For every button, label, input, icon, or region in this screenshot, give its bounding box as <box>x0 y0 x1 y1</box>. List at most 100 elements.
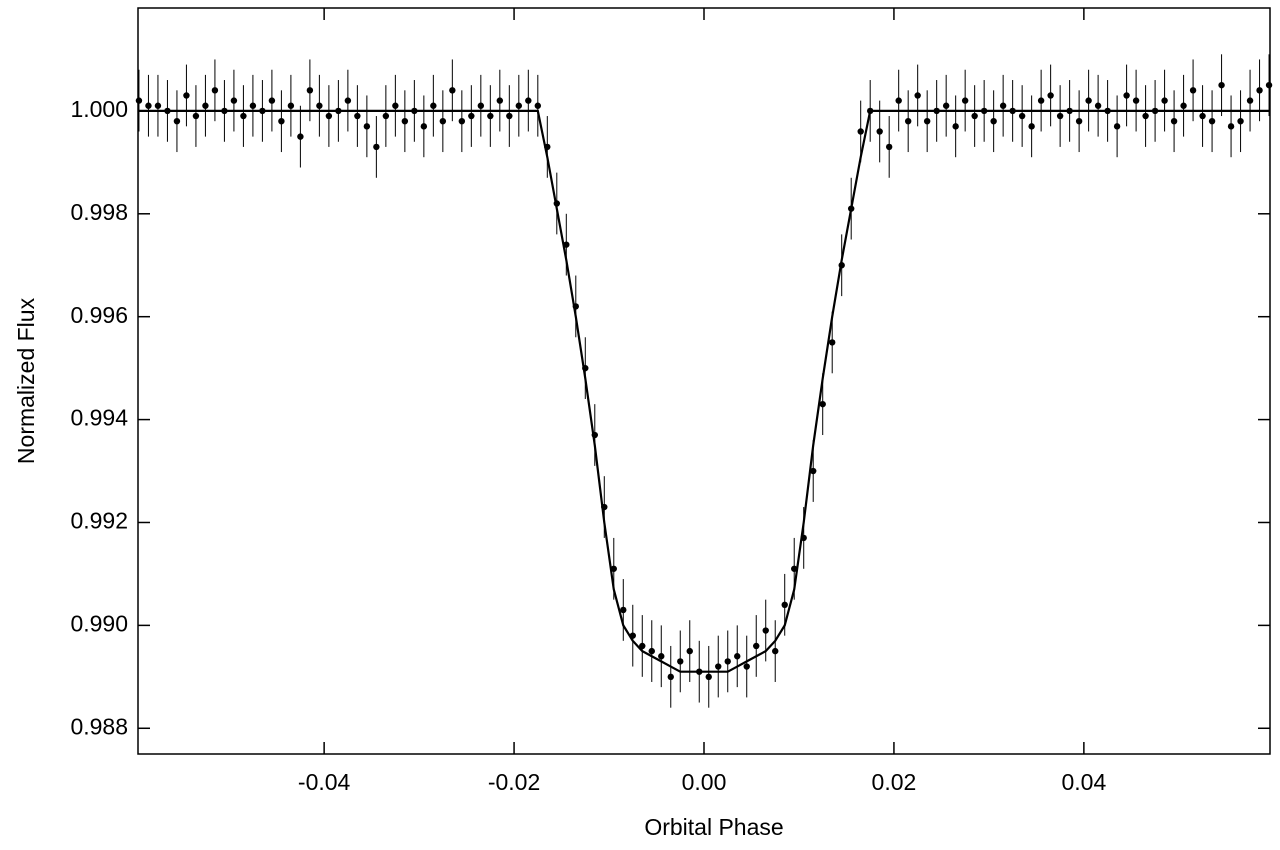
data-point <box>904 117 912 125</box>
data-point <box>620 606 627 614</box>
data-point <box>743 663 750 670</box>
data-point <box>1075 117 1083 125</box>
data-point <box>506 112 513 120</box>
x-tick-label: 0.04 <box>1061 769 1106 795</box>
x-tick-label: -0.04 <box>298 769 351 795</box>
data-point <box>753 642 760 650</box>
data-point <box>999 102 1007 109</box>
data-point <box>344 97 352 104</box>
data-point <box>259 107 266 115</box>
data-point <box>392 102 399 109</box>
data-point <box>297 133 304 140</box>
data-point <box>810 467 817 475</box>
data-point <box>923 117 931 125</box>
data-point <box>145 102 152 109</box>
y-axis-label: Normalized Flux <box>13 297 39 464</box>
data-point <box>1056 112 1064 120</box>
data-point <box>639 642 646 650</box>
data-point <box>677 658 684 665</box>
data-point <box>980 107 988 115</box>
y-tick-label: 0.998 <box>70 199 128 225</box>
data-point <box>1227 123 1235 130</box>
data-point <box>572 303 579 310</box>
data-point <box>268 97 276 104</box>
data-point <box>857 128 864 135</box>
data-point <box>715 663 722 670</box>
plot-frame <box>137 7 1271 755</box>
data-point <box>658 653 665 660</box>
data-point <box>1246 97 1254 104</box>
data-point <box>306 87 314 94</box>
data-point <box>230 97 238 104</box>
data-point <box>1085 97 1092 104</box>
data-point <box>914 92 921 99</box>
data-point <box>990 117 997 125</box>
data-point <box>800 534 807 542</box>
data-point <box>895 97 902 104</box>
data-point <box>1180 102 1187 109</box>
data-point <box>449 87 456 94</box>
data-point <box>1189 87 1197 94</box>
data-point <box>515 102 523 109</box>
y-tick-label: 0.990 <box>70 610 128 636</box>
data-point <box>762 627 769 634</box>
data-point <box>1161 97 1168 104</box>
data-point <box>705 673 712 681</box>
data-point <box>1265 81 1273 89</box>
data-point <box>154 102 162 109</box>
x-tick-label: -0.02 <box>488 769 540 795</box>
data-point <box>354 112 361 120</box>
data-point <box>591 431 598 439</box>
data-point <box>1199 112 1206 120</box>
data-point <box>1123 92 1130 99</box>
data-point <box>781 601 788 608</box>
data-point <box>525 97 532 104</box>
data-point <box>601 503 608 511</box>
data-point <box>952 123 959 130</box>
data-point <box>1132 97 1140 104</box>
x-tick-label: 0.02 <box>872 769 917 795</box>
data-point <box>1047 92 1054 99</box>
data-point <box>544 143 551 151</box>
data-point <box>135 97 143 104</box>
data-point <box>316 102 323 109</box>
data-point <box>487 112 494 120</box>
data-point <box>411 107 418 115</box>
data-point <box>202 102 209 109</box>
y-tick-label: 0.992 <box>70 508 128 534</box>
data-point <box>1009 107 1016 115</box>
data-point <box>610 565 617 572</box>
data-point <box>173 117 181 125</box>
data-point <box>164 107 171 115</box>
y-tick-label: 0.994 <box>70 405 128 431</box>
data-point <box>420 123 428 130</box>
data-point <box>847 205 855 212</box>
data-point <box>1170 117 1178 125</box>
data-point <box>534 102 542 109</box>
data-point <box>477 102 485 109</box>
data-point <box>942 102 950 109</box>
data-point <box>496 97 504 104</box>
data-point <box>192 112 200 120</box>
data-point <box>183 92 190 99</box>
data-point <box>667 673 674 681</box>
data-point <box>829 339 836 346</box>
data-point <box>430 102 437 109</box>
data-point <box>458 117 466 125</box>
data-point <box>240 112 247 120</box>
data-point <box>325 112 333 120</box>
data-point <box>373 143 380 151</box>
data-point <box>724 658 731 665</box>
data-point <box>819 400 826 408</box>
data-point <box>363 123 371 130</box>
data-point <box>553 200 561 207</box>
data-point <box>866 107 874 115</box>
data-point <box>933 107 940 115</box>
data-point <box>249 102 257 109</box>
data-point <box>734 653 741 660</box>
data-point <box>563 241 570 248</box>
data-point <box>1028 123 1035 130</box>
y-tick-label: 0.996 <box>70 302 128 328</box>
data-point <box>772 647 779 655</box>
